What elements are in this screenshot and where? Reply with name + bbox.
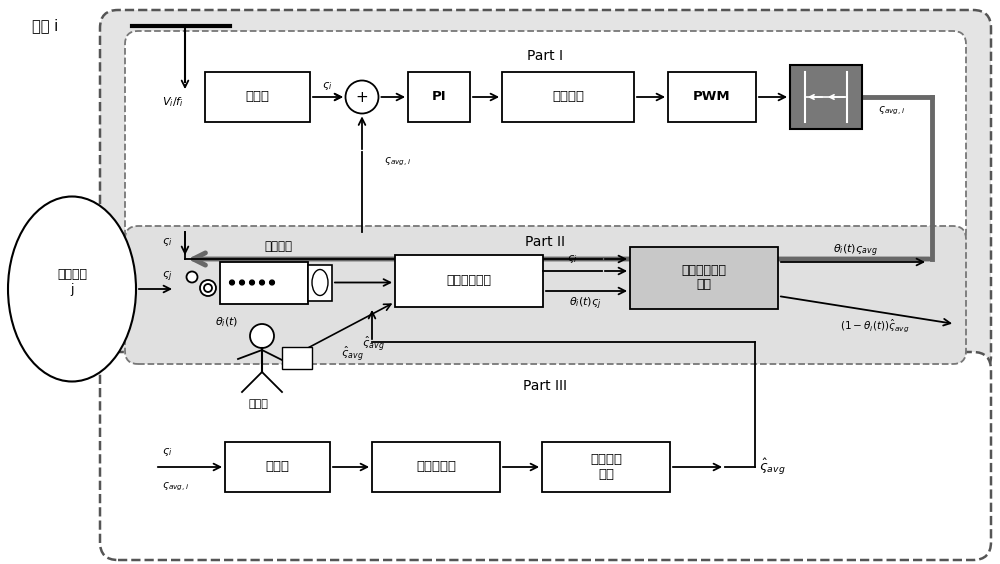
Text: +: +	[356, 90, 368, 104]
Circle shape	[240, 280, 244, 285]
Circle shape	[260, 280, 264, 285]
FancyBboxPatch shape	[100, 10, 991, 374]
Text: $\varsigma_i$: $\varsigma_i$	[567, 253, 577, 265]
Text: 攻击者: 攻击者	[248, 399, 268, 409]
Text: 缓存器: 缓存器	[266, 460, 290, 474]
Text: $\theta_i(t)\varsigma_j$: $\theta_i(t)\varsigma_j$	[569, 296, 601, 312]
Text: Part II: Part II	[525, 235, 565, 249]
Text: 事件触发机制: 事件触发机制	[447, 274, 492, 287]
Text: $(1-\theta_i(t))\hat{\varsigma}_{avg}$: $(1-\theta_i(t))\hat{\varsigma}_{avg}$	[840, 318, 910, 334]
FancyBboxPatch shape	[205, 72, 310, 122]
Text: 归一化: 归一化	[246, 90, 270, 104]
Text: $\theta_i(t)$: $\theta_i(t)$	[215, 315, 238, 329]
Text: $\varsigma_i$: $\varsigma_i$	[162, 446, 173, 458]
FancyBboxPatch shape	[125, 226, 966, 364]
Circle shape	[270, 280, 274, 285]
FancyBboxPatch shape	[282, 347, 312, 369]
Text: $\theta_i(t)\varsigma_{avg}$: $\theta_i(t)\varsigma_{avg}$	[833, 243, 877, 259]
FancyBboxPatch shape	[308, 265, 332, 301]
Text: $\varsigma_{avg,i}$: $\varsigma_{avg,i}$	[162, 481, 189, 493]
Circle shape	[250, 280, 254, 285]
FancyBboxPatch shape	[225, 442, 330, 492]
Text: Part III: Part III	[523, 379, 567, 393]
FancyBboxPatch shape	[125, 31, 966, 245]
FancyBboxPatch shape	[790, 65, 862, 129]
FancyBboxPatch shape	[630, 247, 778, 309]
Text: $\varsigma_{avg,i}$: $\varsigma_{avg,i}$	[384, 156, 412, 168]
Text: Part I: Part I	[527, 49, 563, 63]
Circle shape	[250, 324, 274, 348]
Text: 电流内环: 电流内环	[552, 90, 584, 104]
Circle shape	[200, 280, 216, 296]
Text: 邻居节点
j: 邻居节点 j	[57, 268, 87, 296]
Text: PWM: PWM	[693, 90, 731, 104]
Text: $\varsigma_i$: $\varsigma_i$	[162, 236, 173, 248]
FancyBboxPatch shape	[220, 262, 308, 304]
FancyBboxPatch shape	[542, 442, 670, 492]
Text: $\varsigma_{avg,i}$: $\varsigma_{avg,i}$	[878, 105, 905, 117]
Circle shape	[186, 271, 198, 283]
Circle shape	[230, 280, 234, 285]
FancyBboxPatch shape	[408, 72, 470, 122]
FancyBboxPatch shape	[502, 72, 634, 122]
Text: PI: PI	[432, 90, 446, 104]
Text: $\hat{\varsigma}_{avg}$: $\hat{\varsigma}_{avg}$	[362, 334, 385, 354]
Text: 归一化平均値
计算: 归一化平均値 计算	[682, 263, 726, 292]
Text: $\hat{\varsigma}_{avg}$: $\hat{\varsigma}_{avg}$	[759, 457, 785, 477]
Text: $\varsigma_j$: $\varsigma_j$	[162, 270, 173, 284]
Text: 输出控制
增量: 输出控制 增量	[590, 453, 622, 481]
FancyBboxPatch shape	[395, 255, 543, 307]
Text: $\hat{\varsigma}_{avg}$: $\hat{\varsigma}_{avg}$	[341, 345, 363, 363]
Text: $\varsigma_i$: $\varsigma_i$	[322, 80, 332, 92]
Text: 通信网络: 通信网络	[264, 240, 292, 253]
Circle shape	[204, 284, 212, 292]
Text: $V_i/f_i$: $V_i/f_i$	[162, 95, 184, 109]
Text: 节点 i: 节点 i	[32, 19, 58, 33]
FancyBboxPatch shape	[668, 72, 756, 122]
Ellipse shape	[312, 270, 328, 296]
Circle shape	[346, 81, 378, 113]
Text: 无模型预测: 无模型预测	[416, 460, 456, 474]
FancyBboxPatch shape	[100, 352, 991, 560]
FancyBboxPatch shape	[372, 442, 500, 492]
Ellipse shape	[8, 196, 136, 381]
